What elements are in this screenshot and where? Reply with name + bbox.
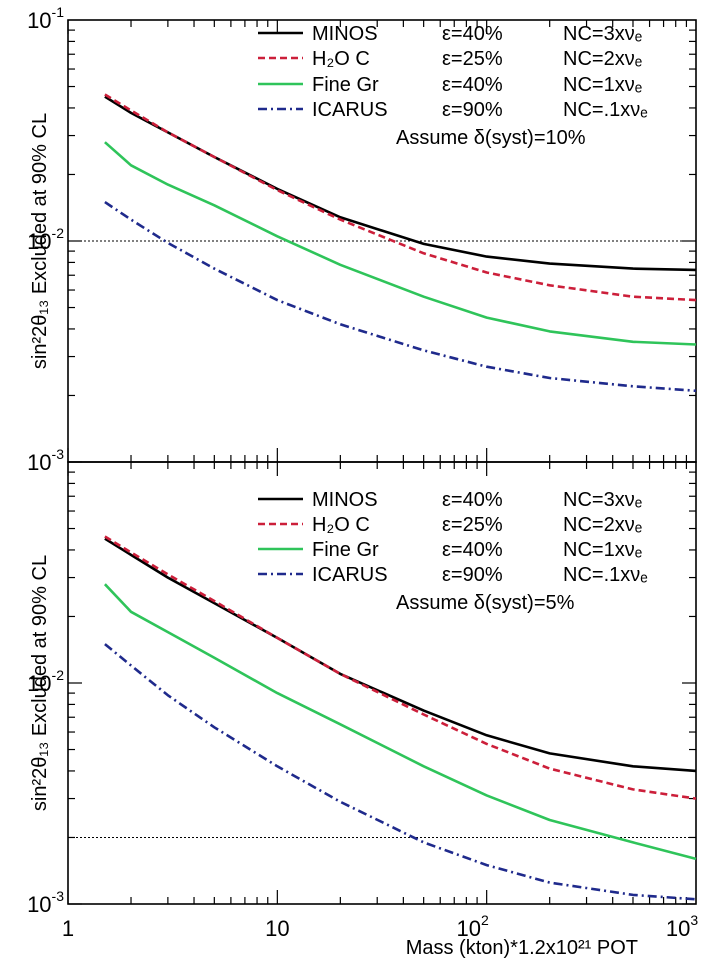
legend-nc: NC=3xνₑ: [563, 23, 642, 45]
systematics-note: Assume δ(syst)=5%: [396, 592, 575, 614]
legend-label: Fine Gr: [312, 74, 379, 96]
panel-top: 10-1 10-2 10-3 sin²2θ₁₃ Excluded at 90% CL M…: [27, 4, 697, 475]
series-line-0: [104, 537, 697, 773]
legend-efficiency: ε=25%: [442, 48, 503, 70]
x-tick-label: 102: [457, 912, 489, 941]
x-tick-label: 10: [265, 916, 289, 941]
series-line-2: [104, 141, 697, 346]
legend-nc: NC=3xνₑ: [563, 489, 642, 511]
legend: MINOS ε=40% NC=3xνₑ H₂O C ε=25% NC=2xνₑ Fine G…: [258, 489, 648, 614]
series-line-1: [104, 93, 697, 302]
y-axis-title: sin²2θ₁₃ Excluded at 90% CL: [29, 555, 51, 811]
axis-ticks: [67, 462, 696, 905]
systematics-note: Assume δ(syst)=10%: [396, 127, 586, 149]
legend-nc: NC=1xνₑ: [563, 74, 642, 96]
y-tick-label: 10-2: [27, 225, 64, 254]
legend-label: ICARUS: [312, 564, 388, 586]
legend-efficiency: ε=40%: [442, 539, 503, 561]
panel-bottom: 10-2 10-31 10 102 103 Mass (kton)*1.2x10²¹ PO…: [27, 461, 698, 959]
legend-efficiency: ε=40%: [442, 489, 503, 511]
y-axis-title: sin²2θ₁₃ Excluded at 90% CL: [29, 113, 51, 369]
legend-nc: NC=.1xνₑ: [563, 99, 648, 121]
legend-nc: NC=.1xνₑ: [563, 564, 648, 586]
y-tick-label: 10-1: [27, 4, 64, 33]
legend-label: H₂O C: [312, 48, 370, 70]
legend-efficiency: ε=90%: [442, 99, 503, 121]
x-tick-label: 1: [62, 916, 74, 941]
legend-label: ICARUS: [312, 99, 388, 121]
legend-nc: NC=2xνₑ: [563, 48, 642, 70]
legend-label: H₂O C: [312, 514, 370, 536]
y-tick-label: 10-3: [27, 446, 64, 475]
series-line-2: [103, 583, 697, 861]
legend-nc: NC=1xνₑ: [563, 539, 642, 561]
legend-label: Fine Gr: [312, 539, 379, 561]
legend-label: MINOS: [312, 489, 378, 511]
legend-efficiency: ε=25%: [442, 514, 503, 536]
legend-efficiency: ε=40%: [442, 23, 503, 45]
series-line-1: [104, 535, 697, 800]
y-tick-label: 10-3: [27, 888, 64, 917]
x-axis-title: Mass (kton)*1.2x10²¹ POT: [406, 937, 638, 959]
series-line-3: [104, 643, 697, 901]
y-tick-label: 10-2: [27, 667, 64, 696]
x-tick-label: 103: [666, 912, 698, 941]
legend-label: MINOS: [312, 23, 378, 45]
legend-efficiency: ε=40%: [442, 74, 503, 96]
legend: MINOS ε=40% NC=3xνₑ H₂O C ε=25% NC=2xνₑ Fine G…: [258, 23, 648, 149]
legend-nc: NC=2xνₑ: [563, 514, 642, 536]
series-line-3: [104, 201, 697, 393]
legend-efficiency: ε=90%: [442, 564, 503, 586]
